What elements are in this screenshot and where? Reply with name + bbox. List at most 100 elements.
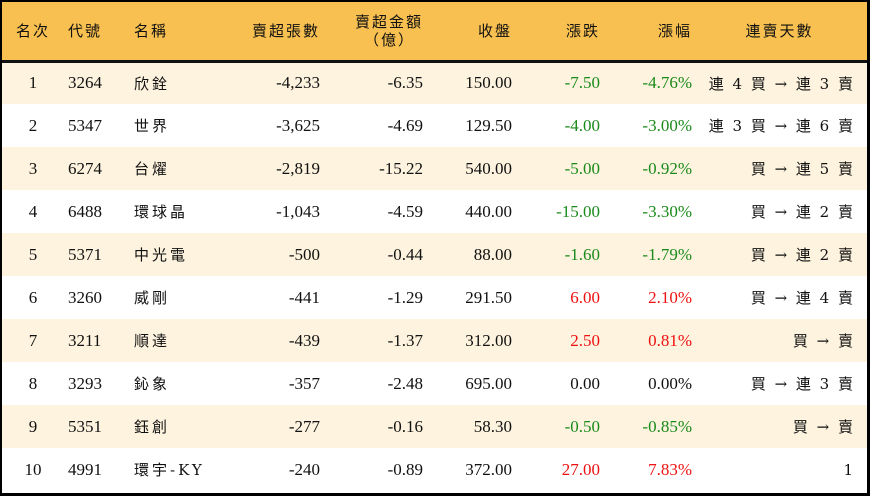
cell-consecutive-days: 買 → 連 2 賣 <box>750 246 855 264</box>
cell-net-sell-amount: -1.29 <box>387 287 423 307</box>
cell-close: 129.50 <box>465 115 512 135</box>
cell-name: 順達 <box>134 332 171 350</box>
cell-consecutive-days: 買 → 賣 <box>792 418 855 436</box>
header-net-sell-amount-line2: （億） <box>363 30 415 49</box>
cell-change: -7.50 <box>564 73 600 93</box>
cell-change: -1.60 <box>564 244 600 264</box>
cell-close: 291.50 <box>465 287 512 307</box>
table-row: 3 6274 台燿 -2,819 -15.22 540.00 -5.00 -0.… <box>2 147 867 190</box>
cell-code: 3264 <box>68 73 102 93</box>
cell-change-pct: -4.76% <box>642 73 692 93</box>
cell-rank: 3 <box>28 158 38 178</box>
header-code: 代號 <box>64 2 130 63</box>
cell-net-sell-lots: -357 <box>288 373 320 393</box>
table-row: 1 3264 欣銓 -4,233 -6.35 150.00 -7.50 -4.7… <box>2 61 867 104</box>
cell-name: 鈺創 <box>134 418 171 436</box>
cell-rank: 2 <box>28 115 38 135</box>
cell-change-pct: -3.30% <box>642 201 692 221</box>
cell-change-pct: 7.83% <box>648 459 692 479</box>
cell-code: 6274 <box>68 158 102 178</box>
cell-name: 欣銓 <box>134 74 171 93</box>
table-body: 1 3264 欣銓 -4,233 -6.35 150.00 -7.50 -4.7… <box>2 61 867 491</box>
cell-consecutive-days: 買 → 連 2 賣 <box>750 203 855 221</box>
cell-consecutive-days: 連 3 買 → 連 6 賣 <box>708 117 855 135</box>
cell-code: 4991 <box>68 459 102 479</box>
cell-close: 540.00 <box>465 158 512 178</box>
cell-rank: 4 <box>28 201 38 221</box>
cell-net-sell-amount: -6.35 <box>387 73 423 93</box>
cell-net-sell-amount: -0.89 <box>387 459 423 479</box>
table-row: 7 3211 順達 -439 -1.37 312.00 2.50 0.81% 買… <box>2 319 867 362</box>
cell-consecutive-days: 買 → 連 3 賣 <box>750 375 855 393</box>
cell-net-sell-amount: -4.59 <box>387 201 423 221</box>
cell-name: 世界 <box>134 117 171 135</box>
cell-change-pct: 2.10% <box>648 287 692 307</box>
cell-consecutive-days: 連 4 買 → 連 3 賣 <box>708 74 855 93</box>
cell-net-sell-lots: -4,233 <box>276 73 320 93</box>
cell-consecutive-days: 買 → 連 4 賣 <box>750 289 855 307</box>
cell-consecutive-days: 1 <box>843 460 855 479</box>
table-header-row: 名次 代號 名稱 賣超張數 賣超金額 （億） 收盤 漲跌 漲幅 連賣天數 <box>2 2 867 63</box>
cell-change: 6.00 <box>570 287 600 307</box>
table-row: 10 4991 環宇-KY -240 -0.89 372.00 27.00 7.… <box>2 448 867 491</box>
cell-name: 中光電 <box>134 246 189 264</box>
cell-net-sell-lots: -277 <box>288 416 320 436</box>
header-rank: 名次 <box>2 2 64 63</box>
cell-net-sell-lots: -500 <box>288 244 320 264</box>
cell-net-sell-amount: -0.44 <box>387 244 423 264</box>
cell-code: 5347 <box>68 115 102 135</box>
cell-change-pct: -1.79% <box>642 244 692 264</box>
cell-net-sell-amount: -0.16 <box>387 416 423 436</box>
cell-code: 3260 <box>68 287 102 307</box>
cell-close: 58.30 <box>473 416 512 436</box>
table-row: 8 3293 鈊象 -357 -2.48 695.00 0.00 0.00% 買… <box>2 362 867 405</box>
cell-consecutive-days: 買 → 賣 <box>792 332 855 350</box>
header-net-sell-amount-line1: 賣超金額 <box>354 12 423 31</box>
cell-change-pct: -0.85% <box>642 416 692 436</box>
cell-name: 環球晶 <box>134 203 189 221</box>
cell-close: 88.00 <box>473 244 512 264</box>
cell-rank: 10 <box>24 459 42 479</box>
cell-net-sell-lots: -240 <box>288 459 320 479</box>
cell-net-sell-amount: -1.37 <box>387 330 423 350</box>
cell-consecutive-days: 買 → 連 5 賣 <box>750 160 855 178</box>
header-net-sell-lots: 賣超張數 <box>230 2 320 63</box>
cell-close: 440.00 <box>465 201 512 221</box>
cell-code: 5351 <box>68 416 102 436</box>
cell-name: 威剛 <box>134 289 171 307</box>
cell-code: 6488 <box>68 201 102 221</box>
header-change: 漲跌 <box>512 2 600 63</box>
cell-rank: 6 <box>28 287 38 307</box>
cell-net-sell-lots: -3,625 <box>276 115 320 135</box>
table-row: 9 5351 鈺創 -277 -0.16 58.30 -0.50 -0.85% … <box>2 405 867 448</box>
header-net-sell-amount: 賣超金額 （億） <box>320 2 423 63</box>
cell-rank: 7 <box>28 330 38 350</box>
cell-rank: 9 <box>28 416 38 436</box>
cell-change: -4.00 <box>564 115 600 135</box>
cell-change-pct: 0.00% <box>648 373 692 393</box>
cell-change: 27.00 <box>561 459 600 479</box>
cell-name: 台燿 <box>134 160 171 178</box>
cell-change: -15.00 <box>556 201 600 221</box>
cell-close: 695.00 <box>465 373 512 393</box>
cell-net-sell-lots: -439 <box>288 330 320 350</box>
cell-close: 312.00 <box>465 330 512 350</box>
cell-change: 0.00 <box>570 373 600 393</box>
cell-net-sell-lots: -2,819 <box>276 158 320 178</box>
cell-net-sell-amount: -4.69 <box>387 115 423 135</box>
header-consecutive-days: 連賣天數 <box>692 2 867 63</box>
cell-change: -0.50 <box>564 416 600 436</box>
cell-net-sell-amount: -15.22 <box>379 158 423 178</box>
table-row: 4 6488 環球晶 -1,043 -4.59 440.00 -15.00 -3… <box>2 190 867 233</box>
header-close: 收盤 <box>423 2 512 63</box>
cell-rank: 5 <box>28 244 38 264</box>
header-name: 名稱 <box>130 2 230 63</box>
cell-net-sell-amount: -2.48 <box>387 373 423 393</box>
cell-change-pct: -0.92% <box>642 158 692 178</box>
table-row: 6 3260 威剛 -441 -1.29 291.50 6.00 2.10% 買… <box>2 276 867 319</box>
cell-net-sell-lots: -441 <box>288 287 320 307</box>
cell-net-sell-lots: -1,043 <box>276 201 320 221</box>
cell-name: 環宇-KY <box>134 461 205 479</box>
